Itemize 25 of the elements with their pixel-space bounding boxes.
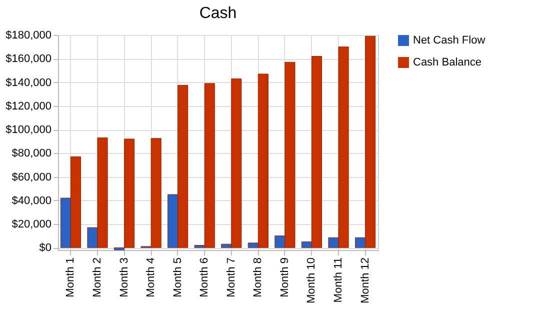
x-tick-label: Month 11 bbox=[332, 258, 344, 303]
x-tick-label: Month 6 bbox=[198, 258, 211, 298]
x-tick-label: Month 2 bbox=[92, 258, 104, 298]
x-tick-label: Month 5 bbox=[172, 258, 184, 298]
x-tick-label: Month 9 bbox=[278, 258, 291, 298]
x-tick-label: Month 4 bbox=[145, 258, 158, 298]
x-tick-label: Month 12 bbox=[359, 258, 372, 304]
y-tick-label: $40,000 bbox=[12, 194, 52, 207]
x-tick-label: Month 10 bbox=[306, 258, 318, 304]
y-tick-label: $60,000 bbox=[12, 171, 52, 184]
legend-label: Cash Balance bbox=[413, 56, 482, 68]
y-tick-label: $120,000 bbox=[6, 100, 52, 112]
chart-title: Cash bbox=[199, 5, 237, 22]
y-tick-label: $140,000 bbox=[6, 76, 52, 89]
x-tick-label: Month 1 bbox=[64, 258, 77, 298]
x-tick-label: Month 8 bbox=[252, 258, 264, 298]
y-tick-label: $180,000 bbox=[6, 30, 52, 42]
x-tick-label: Month 7 bbox=[225, 258, 238, 298]
y-tick-label: $160,000 bbox=[6, 53, 52, 66]
x-tick-label: Month 3 bbox=[118, 258, 130, 298]
y-tick-label: $100,000 bbox=[6, 124, 52, 136]
y-tick-label: $0 bbox=[39, 242, 52, 254]
legend-label: Net Cash Flow bbox=[413, 34, 486, 46]
y-tick-label: $80,000 bbox=[12, 148, 52, 160]
y-tick-label: $20,000 bbox=[12, 218, 52, 231]
